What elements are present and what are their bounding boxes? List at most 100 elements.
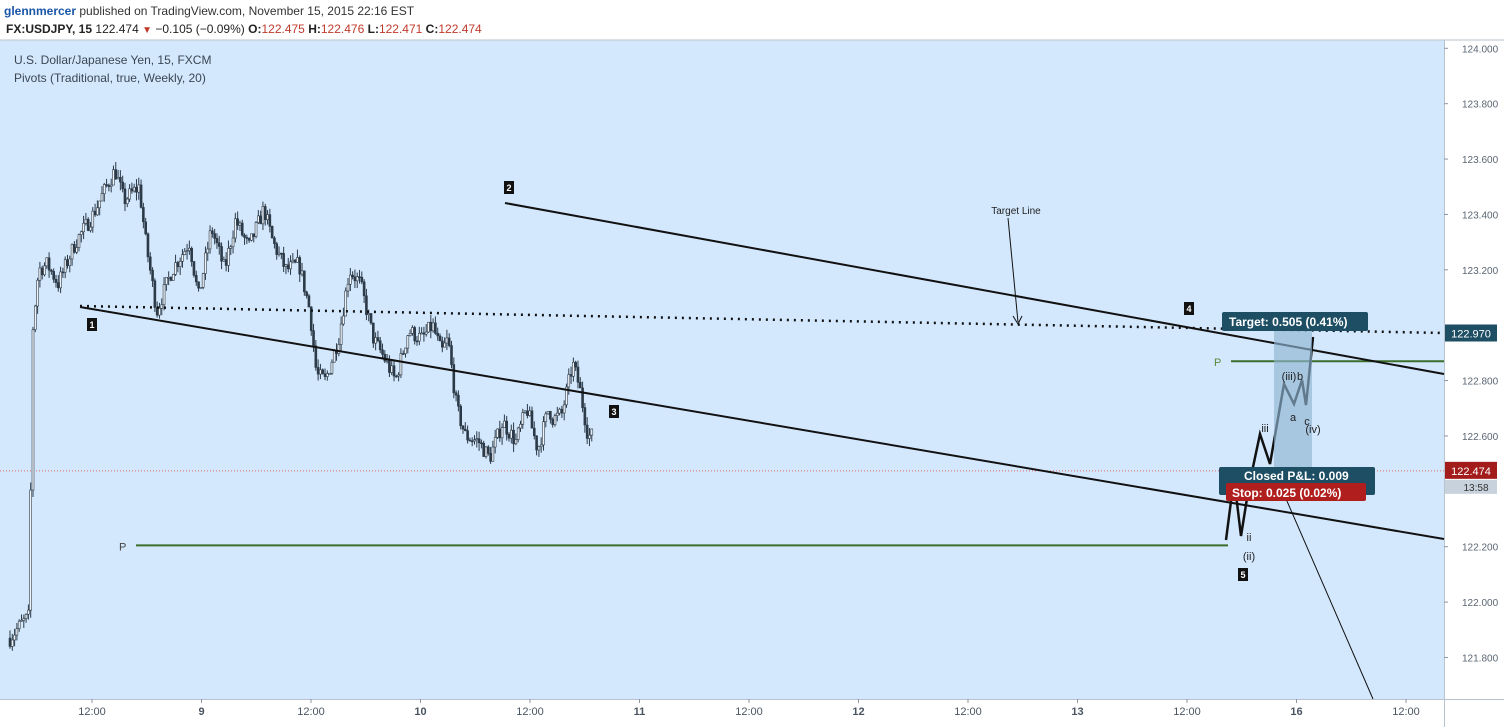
candle-body <box>585 424 589 439</box>
low-label: L: <box>367 22 379 36</box>
candle-body <box>243 234 246 238</box>
candle-body <box>468 439 472 442</box>
candle-body <box>17 620 21 629</box>
time-countdown-badge <box>1445 479 1497 494</box>
candle-body <box>128 188 131 200</box>
candle-body <box>130 188 134 192</box>
candle-body <box>574 361 577 368</box>
publish-info: glennmercer published on TradingView.com… <box>4 2 1504 20</box>
price-tick-label: 123.400 <box>1462 210 1499 221</box>
stop-text: Stop: 0.025 (0.02%) <box>1232 486 1341 500</box>
candle-body <box>183 251 187 255</box>
candle-body <box>167 277 170 279</box>
time-tick-label: 13 <box>1071 706 1083 718</box>
candle-body <box>8 637 12 647</box>
candle-body <box>250 233 253 241</box>
candle-body <box>282 253 285 267</box>
target-line-arrow <box>1007 217 1019 323</box>
candle-body <box>537 446 541 451</box>
candle-body <box>245 237 249 239</box>
candle-body <box>378 340 382 351</box>
candle-body <box>415 340 419 343</box>
candle-body <box>551 418 554 425</box>
wave-label-5: 5 <box>1240 570 1245 580</box>
candle-body <box>56 282 60 289</box>
candle-body <box>91 210 95 228</box>
price-tick-label: 123.200 <box>1462 266 1499 277</box>
candle-body <box>190 247 193 262</box>
candle-body <box>31 329 35 491</box>
pnl-text: Closed P&L: 0.009 <box>1244 469 1349 483</box>
candle-body <box>47 257 51 271</box>
candle-body <box>254 222 258 237</box>
candle-body <box>293 259 297 263</box>
close-value: 122.474 <box>438 22 482 36</box>
wave-box <box>609 405 619 418</box>
candle-body <box>75 247 78 253</box>
candle-body <box>215 238 219 244</box>
position-tool[interactable]: Target: 0.505 (0.41%) Closed P&L: 0.009 St… <box>1219 312 1375 501</box>
candle-body <box>507 434 511 439</box>
candle-body <box>135 186 138 193</box>
candle-body <box>526 410 529 416</box>
candle-body <box>291 259 295 263</box>
candle-body <box>280 252 283 255</box>
high-value: 122.476 <box>320 22 365 36</box>
time-axis[interactable]: 12:00 9 12:00 10 12:00 11 12:00 12 12:00 13 12:00 1… <box>78 699 1420 718</box>
candle-body <box>450 345 453 365</box>
candle-body <box>392 365 396 377</box>
stop-badge[interactable] <box>1226 483 1366 501</box>
candle-body <box>351 274 354 278</box>
candle-body <box>503 420 506 428</box>
price-axis[interactable]: 124.000 123.800 123.600 123.400 123.200 122.8… <box>1444 44 1499 664</box>
candle-body <box>29 489 32 611</box>
candle-body <box>532 427 536 437</box>
candle-body <box>188 247 191 251</box>
legend-indicator[interactable]: Pivots (Traditional, true, Weekly, 20) <box>14 71 206 85</box>
symbol-label[interactable]: FX:USDJPY, 15 <box>6 22 93 36</box>
candle-body <box>326 373 329 377</box>
wave-label-ii-paren: (ii) <box>1243 551 1255 563</box>
wave-box <box>87 318 97 331</box>
pivot-label: P <box>119 541 126 553</box>
candle-body <box>33 305 37 330</box>
candle-body <box>98 200 101 209</box>
candle-body <box>45 257 49 267</box>
candle-body <box>381 349 384 355</box>
candle-body <box>132 186 136 192</box>
candle-body <box>107 184 111 187</box>
candle-body <box>454 392 458 396</box>
candle-body <box>401 353 405 355</box>
candle-body <box>231 237 235 248</box>
candle-body <box>259 215 262 225</box>
candle-body <box>15 628 19 636</box>
candle-body <box>169 277 173 281</box>
legend-title: U.S. Dollar/Japanese Yen, 15, FXCM <box>14 53 212 67</box>
candle-body <box>482 442 485 457</box>
target-line-arrowhead <box>1012 315 1023 326</box>
candle-body <box>521 412 525 425</box>
candle-body <box>142 207 145 223</box>
candle-body <box>565 386 568 406</box>
author-link[interactable]: glennmercer <box>4 4 77 18</box>
projection-line <box>1279 484 1374 700</box>
candle-body <box>153 280 157 308</box>
candle-body <box>185 250 189 252</box>
time-tick-label: 12:00 <box>297 706 325 718</box>
last-price: 122.474 <box>95 22 139 36</box>
candle-body <box>496 428 499 438</box>
candle-body <box>509 429 513 439</box>
candle-body <box>369 313 373 324</box>
target-badge[interactable] <box>1222 312 1368 331</box>
candle-body <box>431 322 435 332</box>
candle-body <box>516 427 520 440</box>
candle-body <box>459 405 463 427</box>
candlestick-series <box>8 162 594 651</box>
plot-area[interactable] <box>0 40 1444 699</box>
candle-body <box>406 335 410 349</box>
candle-body <box>395 375 398 378</box>
candle-body <box>268 214 272 227</box>
candle-body <box>151 269 154 282</box>
candle-body <box>539 444 543 448</box>
